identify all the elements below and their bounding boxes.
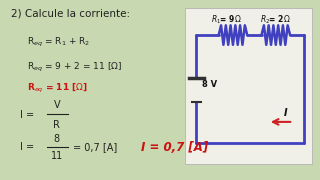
Text: $R_2$= 2$\Omega$: $R_2$= 2$\Omega$ [260,14,291,26]
Text: 11: 11 [51,151,63,161]
Text: 2) Calcule la corriente:: 2) Calcule la corriente: [11,9,130,19]
Text: R: R [53,120,60,130]
Text: I: I [284,108,287,118]
Text: 8 V: 8 V [202,80,217,89]
Text: $R_1$= 9$\Omega$: $R_1$= 9$\Omega$ [211,14,242,26]
Text: R$_{eq}$ = 11 [$\Omega$]: R$_{eq}$ = 11 [$\Omega$] [27,82,88,95]
Text: I =: I = [20,110,35,120]
Bar [185,8,312,165]
Text: V: V [53,100,60,110]
Text: = 0,7 [A]: = 0,7 [A] [73,142,117,152]
Text: R$_{eq}$ = 9 + 2 = 11 [$\Omega$]: R$_{eq}$ = 9 + 2 = 11 [$\Omega$] [27,60,122,73]
Text: I =: I = [20,142,35,152]
Text: R$_{eq}$ = R$_1$ + R$_2$: R$_{eq}$ = R$_1$ + R$_2$ [27,36,90,49]
Text: 8: 8 [54,134,60,144]
Text: I = 0,7 [A]: I = 0,7 [A] [141,141,208,154]
